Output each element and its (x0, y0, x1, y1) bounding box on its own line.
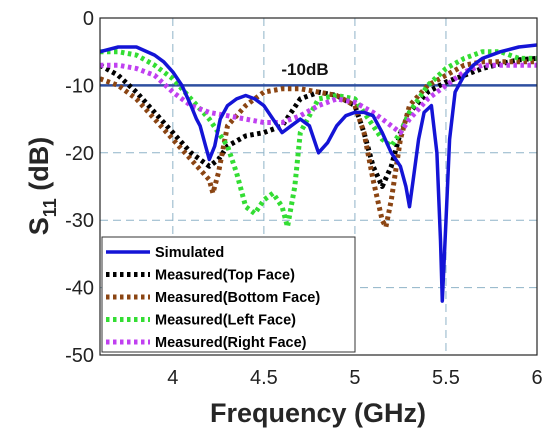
x-tick-label: 6 (531, 367, 542, 389)
y-axis-label-subscript: 11 (40, 198, 60, 217)
legend-label-0: Simulated (155, 245, 224, 261)
x-tick-label: 4.5 (250, 367, 278, 389)
legend-label-2: Measured(Bottom Face) (155, 290, 320, 306)
series-group (100, 43, 537, 303)
y-axis-label-group: S11 (dB) (24, 137, 60, 236)
y-tick-label: -40 (65, 278, 94, 300)
tick-labels: 4 4.5 5 5.5 6 0 -10 -20 -30 -40 -50 (65, 8, 542, 389)
series-line-2 (100, 59, 537, 230)
legend-label-1: Measured(Top Face) (155, 268, 295, 284)
y-tick-label: -50 (65, 345, 94, 367)
legend: Simulated Measured(Top Face) Measured(Bott… (101, 236, 356, 353)
x-tick-label: 5 (349, 367, 360, 389)
plot-frame (99, 17, 538, 356)
y-tick-label: -30 (65, 210, 94, 232)
x-tick-label: 5.5 (432, 367, 460, 389)
series-line-4 (100, 62, 537, 136)
y-tick-label: -10 (65, 75, 94, 97)
legend-label-4: Measured(Right Face) (155, 335, 307, 351)
legend-label-3: Measured(Left Face) (155, 313, 296, 329)
series-line-3 (100, 49, 537, 230)
y-tick-label: -20 (65, 143, 94, 165)
series-line-0 (100, 43, 537, 303)
reference-line-label: -10dB (281, 60, 328, 79)
x-tick-label: 4 (167, 367, 178, 389)
y-axis-label-main: S (24, 217, 54, 235)
y-axis-label: S11 (dB) (24, 137, 60, 236)
x-axis-label: Frequency (GHz) (210, 398, 426, 428)
series-line-1 (100, 55, 537, 189)
y-axis-label-unit: (dB) (24, 137, 54, 198)
y-tick-label: 0 (83, 8, 94, 30)
